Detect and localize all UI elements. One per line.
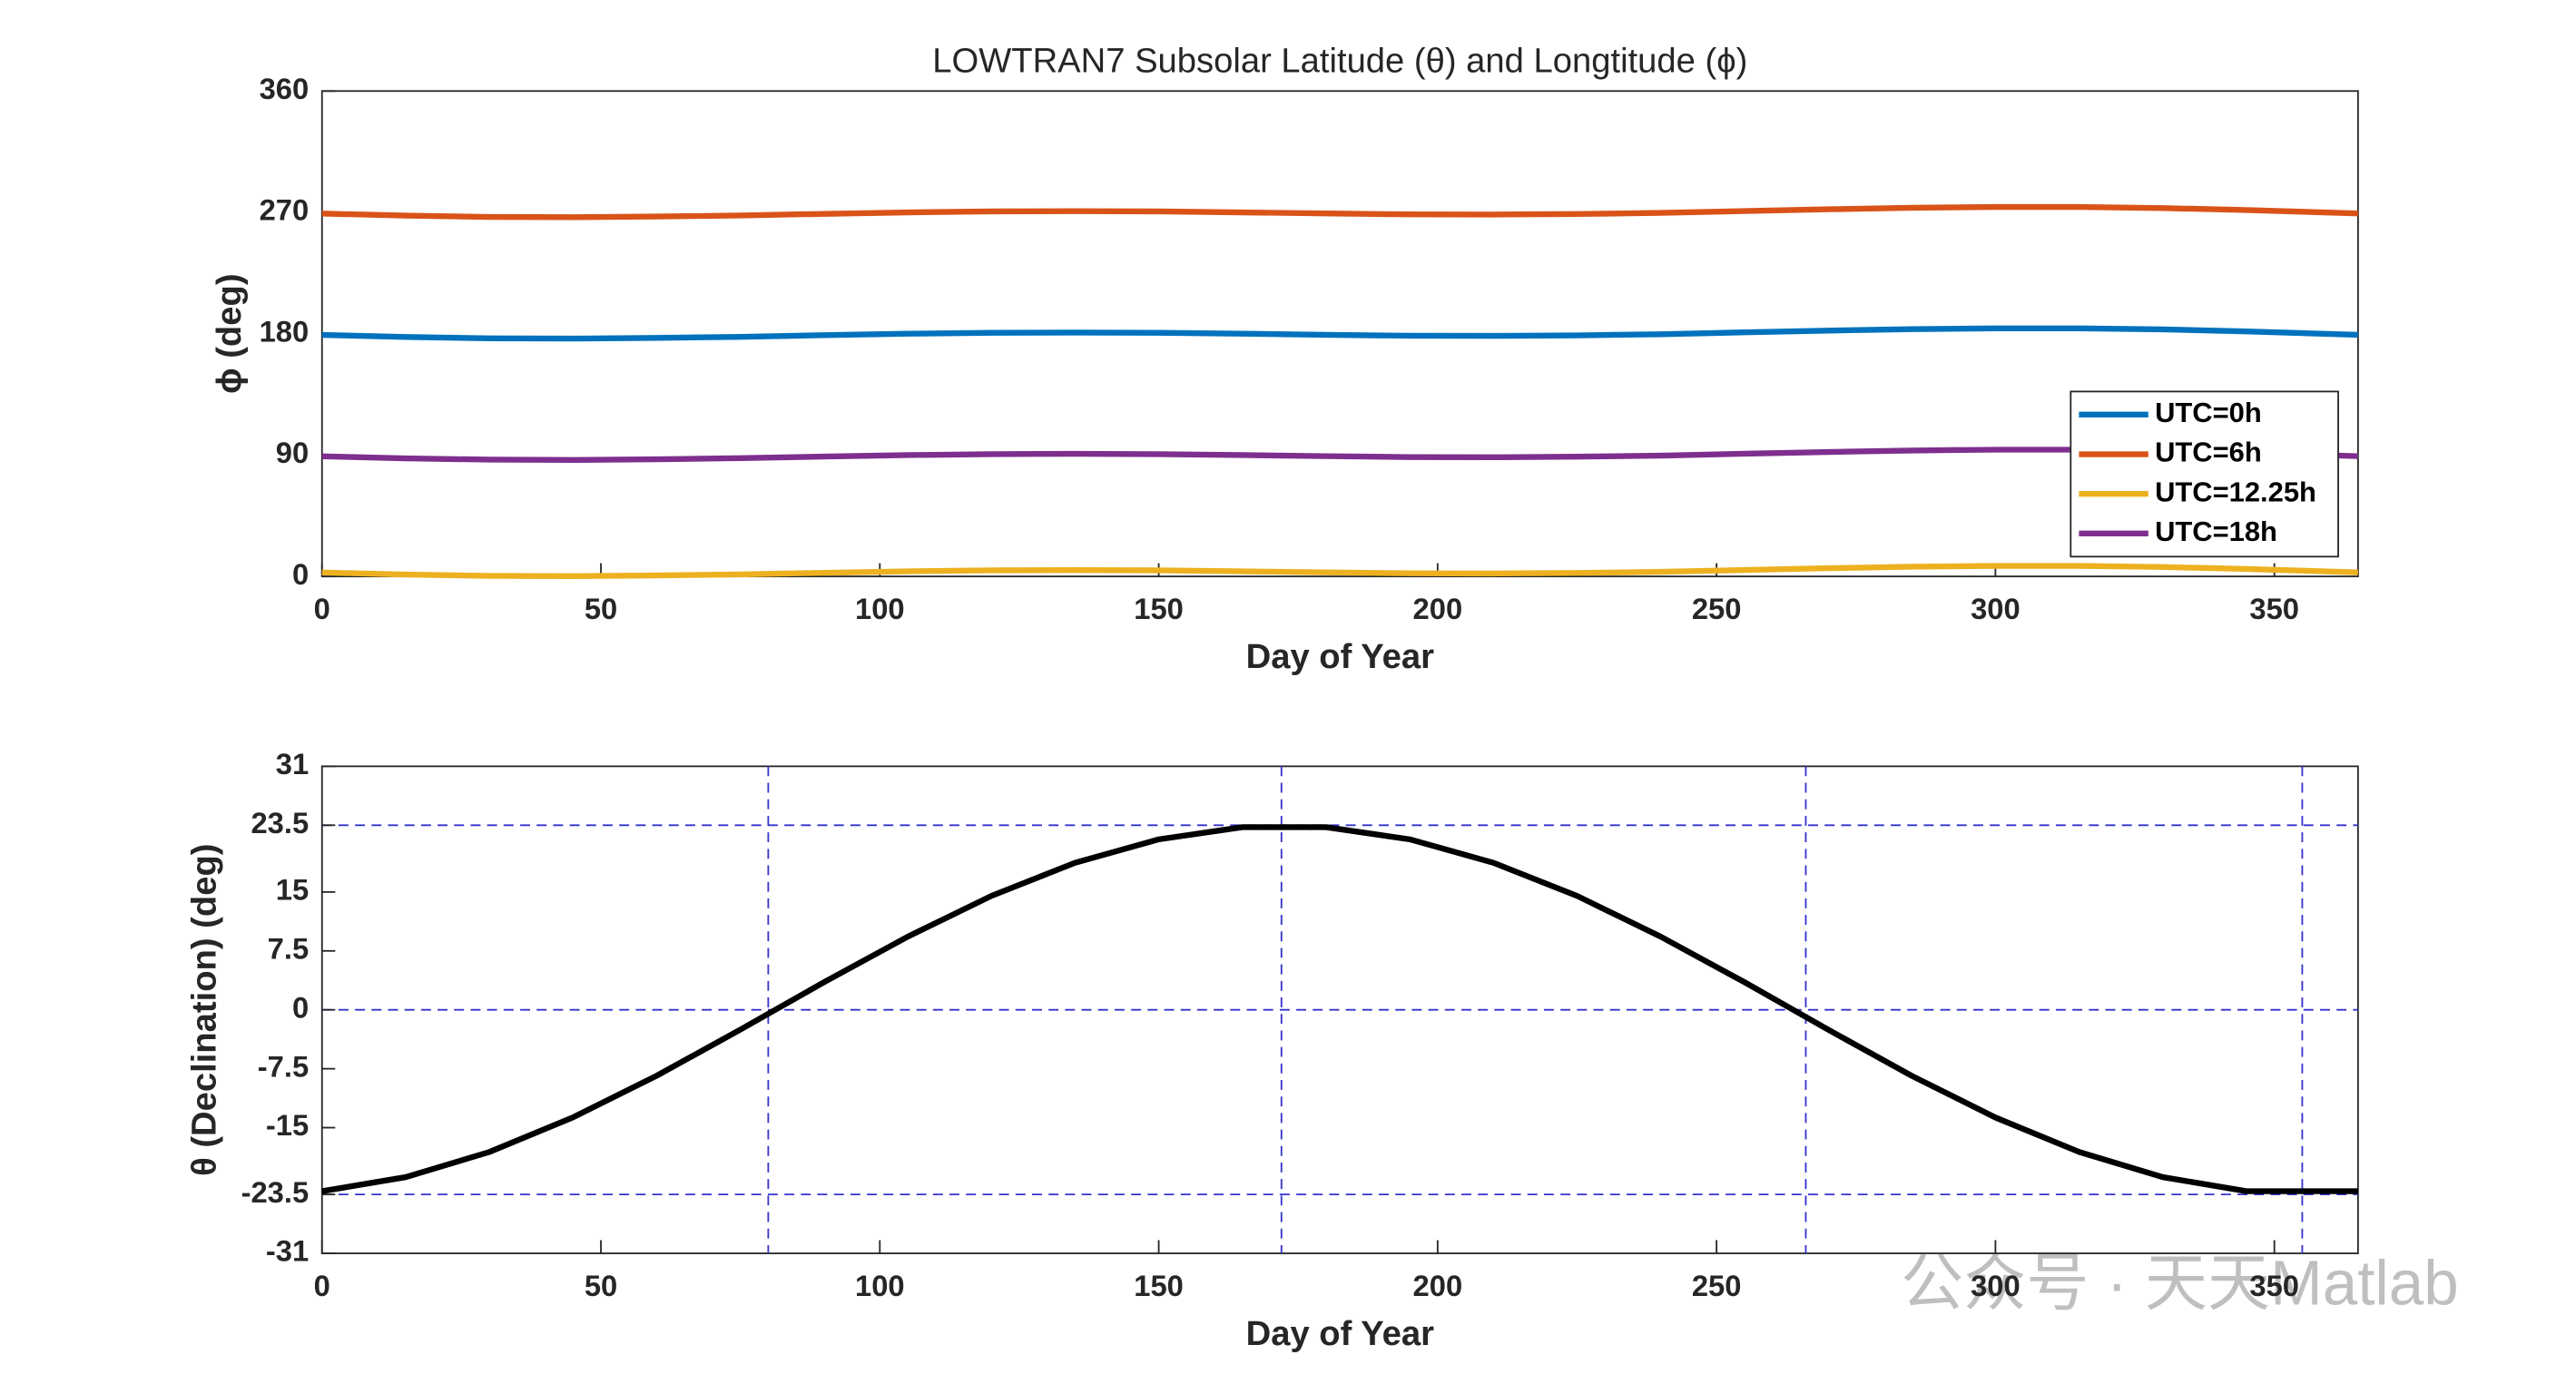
x-tick-label: 50 (585, 592, 617, 625)
x-tick-label: 250 (1692, 1269, 1742, 1302)
y-tick-label: 90 (276, 436, 309, 469)
series-line (321, 203, 2358, 221)
y-tick-label: 15 (276, 873, 309, 907)
y-tick-label: 23.5 (251, 806, 309, 839)
x-tick-label: 300 (1971, 592, 2020, 625)
x-axis-label: Day of Year (1246, 637, 1434, 676)
x-tick-label: 100 (855, 1269, 905, 1302)
legend: UTC=0h UTC=6h UTC=12.25h UTC=18h (2070, 390, 2339, 558)
watermark: 公众号 · 天天Matlab (1901, 1248, 2459, 1319)
y-tick-label: -23.5 (241, 1175, 310, 1209)
y-tick-label: 7.5 (268, 931, 310, 965)
y-tick-label: 360 (260, 72, 310, 105)
legend-label: UTC=6h (2155, 437, 2262, 468)
y-tick-label: -31 (266, 1234, 309, 1268)
x-tick-label: 0 (314, 1269, 330, 1302)
x-tick-label: 150 (1134, 1269, 1184, 1302)
x-tick-label: 100 (855, 592, 905, 625)
y-tick-label: 180 (260, 314, 310, 348)
y-tick-label: -15 (266, 1108, 309, 1142)
legend-box (2070, 390, 2339, 558)
x-tick-label: 0 (314, 592, 330, 625)
y-tick-label: 270 (260, 193, 310, 227)
x-axis-label: Day of Year (1246, 1314, 1434, 1353)
x-tick-label: 350 (2249, 1269, 2299, 1302)
x-tick-label: 250 (1692, 592, 1742, 625)
series-line (321, 824, 2358, 1194)
x-tick-label: 50 (585, 1269, 617, 1302)
y-tick-label: 0 (292, 990, 309, 1024)
x-tick-label: 200 (1413, 592, 1463, 625)
y-tick-label: 31 (276, 747, 309, 780)
series-line (321, 447, 2358, 463)
y-tick-label: 0 (292, 557, 309, 591)
series-line (321, 325, 2358, 342)
x-tick-label: 300 (1971, 1269, 2020, 1302)
chart-title: LOWTRAN7 Subsolar Latitude (θ) and Longt… (932, 41, 1747, 80)
x-tick-label: 350 (2249, 592, 2299, 625)
legend-label: UTC=12.25h (2155, 476, 2316, 507)
x-tick-label: 200 (1413, 1269, 1463, 1302)
series-line (321, 563, 2358, 580)
x-tick-label: 150 (1134, 592, 1184, 625)
y-axis-label: ϕ (deg) (210, 273, 249, 394)
legend-label: UTC=18h (2155, 515, 2277, 547)
legend-label: UTC=0h (2155, 397, 2262, 428)
y-tick-label: -7.5 (258, 1049, 309, 1083)
y-axis-label: θ (Declination) (deg) (184, 843, 223, 1175)
